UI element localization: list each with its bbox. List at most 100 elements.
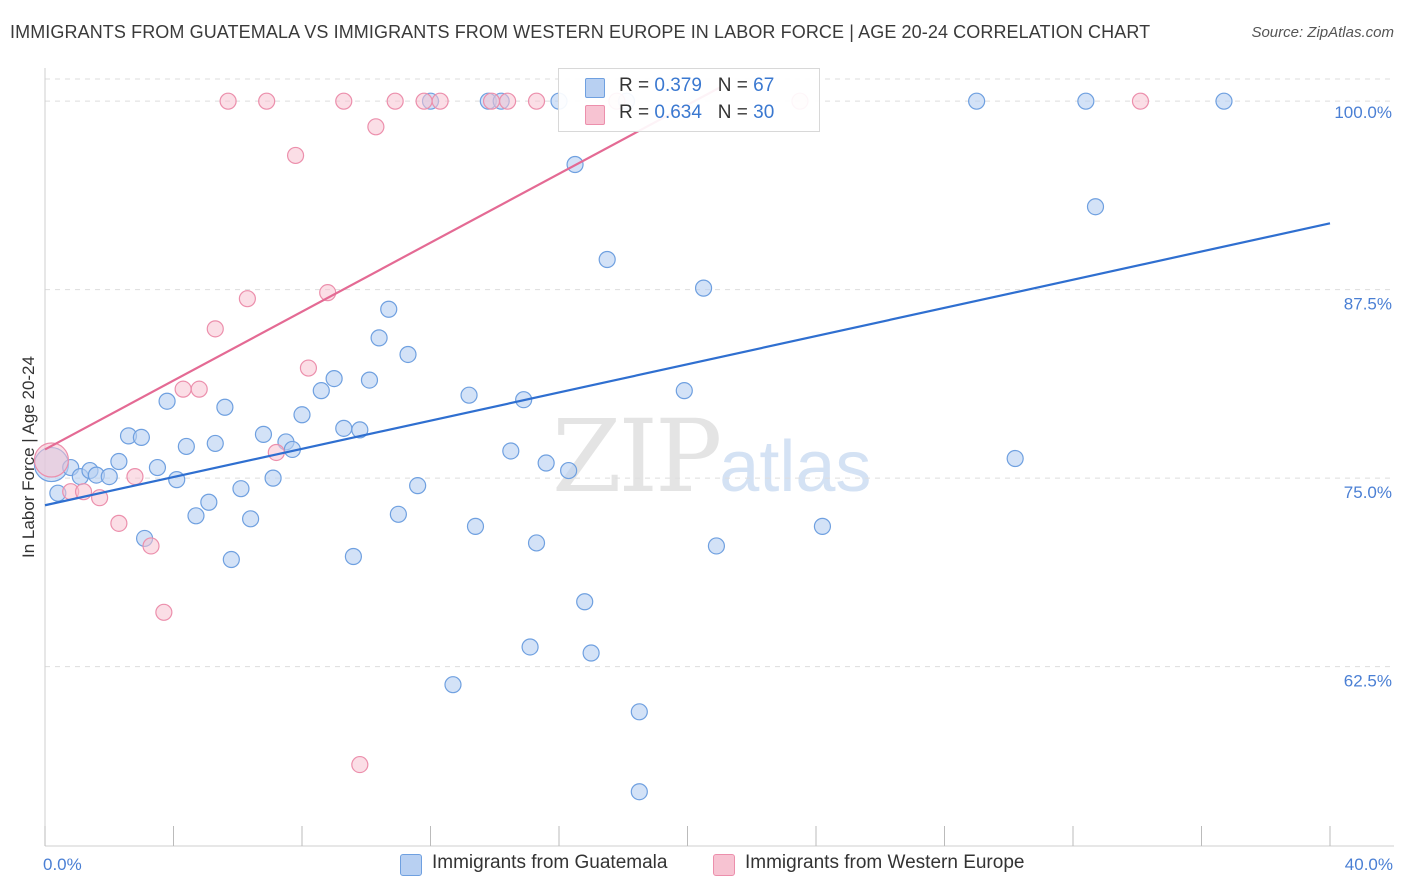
western-europe-point (431, 92, 449, 110)
guatemala-point (351, 421, 369, 439)
watermark: ZIPatlas (552, 398, 871, 515)
guatemala-point (537, 454, 555, 472)
guatemala-point (527, 534, 546, 552)
n-value: 67 (753, 75, 775, 96)
n-label: N = (717, 102, 748, 123)
guatemala-point (1215, 92, 1233, 110)
western-europe-point (367, 118, 385, 136)
guatemala-point (132, 428, 150, 446)
legend-stats-guatemala: R = 0.379 N = 67 (619, 75, 774, 97)
guatemala-point (100, 468, 118, 486)
western-europe-point (219, 92, 237, 110)
western-europe-point (527, 92, 546, 110)
western-europe-point (499, 92, 517, 110)
guatemala-point (968, 92, 986, 110)
guatemala-point (576, 593, 594, 611)
guatemala-point (598, 250, 616, 269)
grid-layer (45, 78, 1394, 668)
guatemala-point (242, 510, 260, 528)
guatemala-point (200, 493, 218, 511)
western-europe-point (206, 320, 224, 338)
guatemala-point (675, 382, 693, 400)
western-europe-point (190, 380, 208, 398)
western-europe-point (142, 537, 160, 555)
guatemala-point (521, 638, 539, 656)
guatemala-point (399, 345, 417, 364)
guatemala-point (325, 369, 343, 388)
guatemala-point (707, 537, 726, 555)
source-credit: Source: ZipAtlas.com (1251, 24, 1394, 41)
n-label: N = (717, 75, 748, 96)
guatemala-point (502, 442, 520, 460)
western-europe-point (238, 290, 256, 308)
r-label: R = (619, 102, 650, 123)
western-europe-point (286, 146, 305, 165)
r-value: 0.379 (654, 75, 702, 96)
western-europe-point (351, 755, 369, 774)
guatemala-point (409, 477, 427, 495)
western-europe-point (335, 92, 353, 110)
guatemala-point (158, 392, 176, 410)
guatemala-point (222, 550, 240, 569)
n-value: 30 (753, 102, 775, 123)
guatemala-trend-line (44, 222, 1331, 507)
blue-swatch-icon (585, 78, 605, 98)
guatemala-point (582, 644, 600, 662)
y-axis-label: In Labor Force | Age 20-24 (19, 356, 38, 558)
guatemala-point (694, 279, 713, 297)
axes-layer (44, 68, 1394, 847)
guatemala-point (1086, 198, 1105, 216)
western-europe-point (415, 92, 433, 110)
guatemala-point (206, 434, 224, 453)
x-tick-label: 0.0% (43, 855, 82, 874)
guatemala-point (460, 386, 478, 404)
guatemala-point (293, 406, 311, 424)
western-europe-point (33, 442, 70, 478)
y-tick-label: 87.5% (1344, 295, 1392, 314)
guatemala-point (110, 452, 128, 471)
guatemala-point (312, 382, 330, 400)
guatemala-point (216, 398, 234, 416)
pink-swatch-icon (713, 854, 735, 876)
guatemala-point (148, 458, 167, 477)
guatemala-point (1077, 92, 1095, 110)
guatemala-point (380, 300, 398, 318)
guatemala-point (370, 329, 388, 347)
guatemala-point (630, 783, 648, 801)
legend-label: Immigrants from Guatemala (432, 852, 668, 873)
western-europe-point (126, 468, 144, 486)
western-europe-point (299, 359, 318, 377)
guatemala-point (560, 461, 578, 480)
western-europe-point (1131, 92, 1150, 110)
guatemala-point (335, 419, 353, 437)
guatemala-point (389, 505, 407, 523)
western-europe-point (482, 92, 501, 110)
guatemala-point (254, 425, 273, 443)
western-europe-point (155, 603, 173, 621)
guatemala-point (187, 507, 205, 525)
x-tick-label: 40.0% (1345, 855, 1393, 874)
legend-stats-western-europe: R = 0.634 N = 30 (619, 102, 774, 124)
guatemala-point (630, 703, 648, 721)
blue-swatch-icon (400, 854, 422, 876)
guatemala-point (466, 517, 485, 535)
western-europe-trend-line (44, 86, 721, 451)
western-europe-point (258, 92, 276, 110)
western-europe-point (386, 92, 404, 110)
western-europe-point (110, 514, 128, 532)
r-label: R = (619, 75, 650, 96)
pink-swatch-icon (585, 105, 605, 125)
guatemala-points (33, 92, 1233, 801)
guatemala-point (444, 676, 462, 694)
guatemala-point (813, 517, 832, 535)
guatemala-point (360, 371, 379, 389)
y-tick-label: 100.0% (1334, 103, 1392, 122)
r-value: 0.634 (654, 102, 702, 123)
western-europe-points (33, 92, 1150, 774)
trend-lines (44, 86, 1331, 507)
western-europe-point (174, 380, 192, 398)
y-tick-label: 62.5% (1344, 672, 1392, 691)
legend-label: Immigrants from Western Europe (745, 852, 1025, 873)
correlation-legend: R = 0.379 N = 67 R = 0.634 N = 30 (558, 68, 820, 132)
